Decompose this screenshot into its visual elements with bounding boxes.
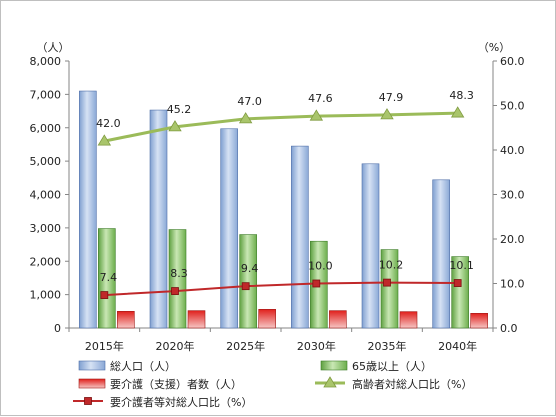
- aged-ratio-line: [104, 111, 458, 143]
- care-ratio-data-label: 7.4: [100, 271, 118, 284]
- aged-ratio-data-label: 47.6: [308, 92, 333, 105]
- care-ratio-line: [104, 281, 458, 297]
- x-tick-label: 2025年: [226, 339, 265, 353]
- care-recipients-bar: [258, 309, 276, 329]
- aged-ratio-data-label: 42.0: [96, 117, 121, 130]
- x-tick-label: 2015年: [85, 339, 124, 353]
- care-ratio-point: [171, 287, 179, 295]
- total-population-bar: [149, 109, 168, 329]
- care-ratio-data-label: 10.0: [308, 260, 333, 273]
- care-recipients-bar: [187, 310, 206, 329]
- aged-ratio-data-label: 47.0: [237, 95, 262, 108]
- legend-care-ratio-label: 要介護者等対総人口比（%）: [110, 395, 252, 409]
- aged-ratio-point: [380, 108, 394, 120]
- care-ratio-point: [100, 291, 109, 299]
- aged-ratio-point: [450, 106, 465, 118]
- legend-care-recipients-label: 要介護（支援）者数（人）: [110, 377, 242, 391]
- care-ratio-point: [241, 282, 250, 291]
- y-left-tick-label: 8,000: [30, 55, 62, 68]
- total-population-bar: [361, 163, 380, 329]
- care-recipients-bar: [399, 311, 418, 329]
- aged-ratio-data-label: 45.2: [167, 103, 192, 116]
- legend-aged-ratio-label: 高齢者対総人口比（%）: [352, 377, 472, 391]
- x-tick-label: 2030年: [297, 339, 336, 353]
- total-population-bar: [291, 145, 309, 329]
- care-recipients-bar: [470, 313, 488, 329]
- aged-65-plus-bar: [239, 234, 257, 329]
- y-left-unit: （人）: [37, 41, 70, 54]
- care-recipients-bar: [117, 311, 135, 329]
- care-ratio-data-label: 9.4: [241, 262, 259, 275]
- care-ratio-data-label: 10.2: [379, 259, 404, 272]
- y-left-tick-label: 2,000: [30, 255, 62, 268]
- care-ratio-data-label: 8.3: [170, 267, 188, 280]
- legend-aged-ratio-marker: [323, 376, 337, 388]
- care-recipients-bar: [329, 310, 347, 329]
- y-left-tick-label: 4,000: [30, 189, 62, 202]
- y-left-tick-label: 1,000: [30, 289, 62, 302]
- y-left-tick-label: 6,000: [30, 122, 62, 135]
- y-left-tick-label: 3,000: [30, 222, 62, 235]
- total-population-bar: [220, 128, 238, 329]
- y-right-tick-label: 50.0: [500, 100, 525, 113]
- y-right-tick-label: 20.0: [500, 233, 525, 246]
- aged-65-plus-bar: [380, 249, 399, 329]
- total-population-bar: [79, 90, 97, 329]
- aged-ratio-point: [238, 112, 253, 124]
- aged-ratio-data-label: 48.3: [449, 89, 474, 102]
- aged-ratio-point: [309, 109, 324, 121]
- aged-65-plus-bar: [168, 229, 187, 329]
- x-tick-label: 2020年: [156, 339, 195, 353]
- y-right-unit: （%）: [478, 41, 510, 54]
- legend-total-population-label: 総人口（人）: [110, 359, 176, 373]
- y-right-tick-label: 60.0: [500, 55, 525, 68]
- legend-aged-65-plus-swatch: [320, 360, 348, 371]
- y-right-tick-label: 30.0: [500, 189, 525, 202]
- legend-aged-65-plus-label: 65歳以上（人）: [352, 360, 432, 373]
- total-population-bar: [432, 179, 450, 329]
- care-ratio-point: [383, 278, 391, 287]
- aged-ratio-data-label: 47.9: [379, 91, 404, 104]
- x-tick-label: 2040年: [438, 339, 477, 353]
- care-ratio-point: [312, 279, 321, 288]
- y-left-tick-label: 5,000: [30, 155, 62, 168]
- y-right-tick-label: 10.0: [500, 278, 525, 291]
- care-ratio-data-label: 10.1: [449, 259, 474, 272]
- care-ratio-point: [453, 279, 462, 287]
- y-left-tick-label: 7,000: [30, 88, 62, 101]
- aged-65-plus-bar: [451, 256, 469, 329]
- y-right-tick-label: 0.0: [500, 322, 518, 335]
- aged-ratio-point: [97, 134, 112, 146]
- y-right-tick-label: 40.0: [500, 144, 525, 157]
- legend-care-ratio-marker: [84, 397, 92, 405]
- legend-care-recipients-swatch: [78, 378, 106, 389]
- x-tick-label: 2035年: [368, 339, 407, 353]
- aged-ratio-point: [168, 120, 182, 132]
- legend-total-population-swatch: [78, 360, 106, 371]
- aged-65-plus-bar: [98, 228, 116, 329]
- y-left-tick-label: 0: [54, 322, 61, 335]
